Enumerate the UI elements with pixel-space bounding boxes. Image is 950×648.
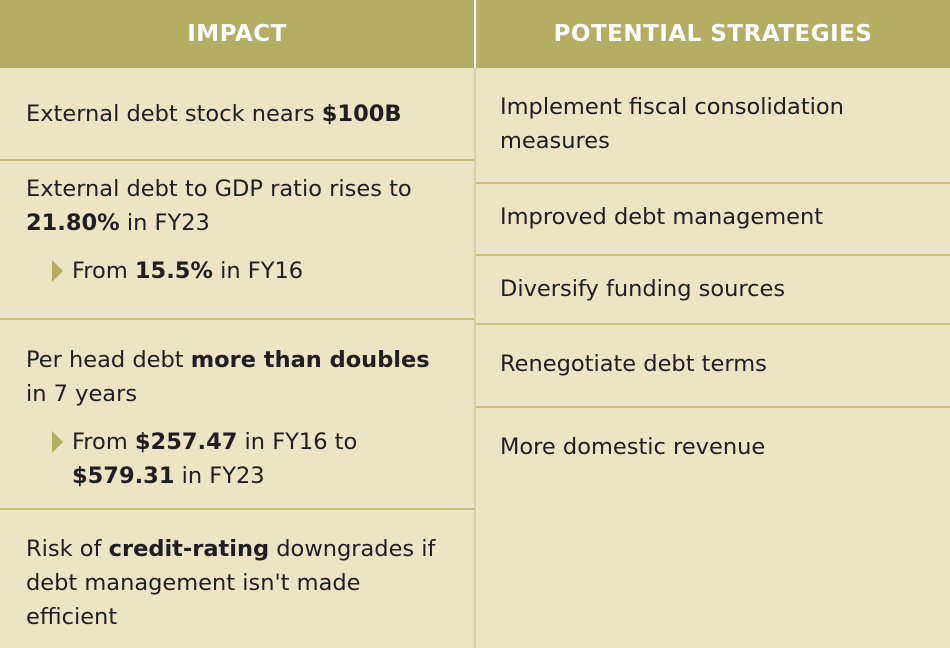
emphasis-text: 15.5%	[134, 258, 213, 284]
strategies-header: POTENTIAL STRATEGIES	[476, 0, 950, 68]
text-segment: From	[72, 429, 135, 455]
impact-column: External debt stock nears $100B External…	[0, 68, 474, 648]
emphasis-text: $100B	[321, 101, 402, 127]
strategy-text: Diversify funding sources	[500, 276, 786, 302]
strategy-row: Improved debt management	[476, 184, 950, 256]
impact-text: Per head debt more than doubles in 7 yea…	[26, 343, 456, 411]
strategy-row: Renegotiate debt terms	[476, 325, 950, 408]
impact-row: Risk of credit-rating downgrades if debt…	[0, 510, 474, 648]
text-segment: in FY23	[119, 210, 210, 236]
impact-subtext: From 15.5% in FY16	[72, 254, 303, 288]
emphasis-text: more than doubles	[190, 347, 430, 373]
strategies-column: Implement fiscal consolidation measures …	[476, 68, 950, 648]
impact-row: External debt to GDP ratio rises to 21.8…	[0, 161, 474, 320]
text-segment: External debt stock nears	[26, 101, 322, 127]
text-segment: External debt to GDP ratio rises to	[26, 176, 412, 202]
impact-text: External debt to GDP ratio rises to 21.8…	[26, 172, 446, 240]
text-segment: in FY16 to	[237, 429, 358, 455]
impact-row: External debt stock nears $100B	[0, 68, 474, 161]
strategy-text: Implement fiscal consolidation measures	[500, 94, 844, 154]
triangle-bullet-icon	[52, 431, 63, 453]
strategy-row: Diversify funding sources	[476, 256, 950, 325]
impact-text: Risk of credit-rating downgrades if debt…	[26, 532, 446, 634]
text-segment: in FY16	[212, 258, 304, 284]
impact-row: Per head debt more than doubles in 7 yea…	[0, 320, 474, 510]
text-segment: in 7 years	[26, 381, 138, 407]
strategies-header-label: POTENTIAL STRATEGIES	[553, 21, 873, 47]
impact-header-label: IMPACT	[187, 21, 287, 47]
text-segment: Per head debt	[26, 347, 191, 373]
strategy-text: More domestic revenue	[500, 434, 766, 460]
emphasis-text: $579.31	[72, 463, 175, 489]
text-segment: From	[72, 258, 135, 284]
impact-header: IMPACT	[0, 0, 474, 68]
impact-text: External debt stock nears $100B	[26, 97, 460, 131]
text-segment: downgrades if debt management isn't made…	[26, 536, 436, 630]
strategy-row: Implement fiscal consolidation measures	[476, 68, 950, 184]
text-segment: in FY23	[174, 463, 265, 489]
emphasis-text: credit-rating	[108, 536, 270, 562]
emphasis-text: 21.80%	[26, 210, 120, 236]
strategy-text: Renegotiate debt terms	[500, 351, 767, 377]
impact-subtext: From $257.47 in FY16 to $579.31 in FY23	[72, 425, 402, 493]
column-divider	[474, 68, 476, 648]
strategy-text: Improved debt management	[500, 204, 824, 230]
emphasis-text: $257.47	[134, 429, 238, 455]
text-segment: Risk of	[26, 536, 109, 562]
triangle-bullet-icon	[52, 260, 63, 282]
strategy-row: More domestic revenue	[476, 408, 950, 648]
